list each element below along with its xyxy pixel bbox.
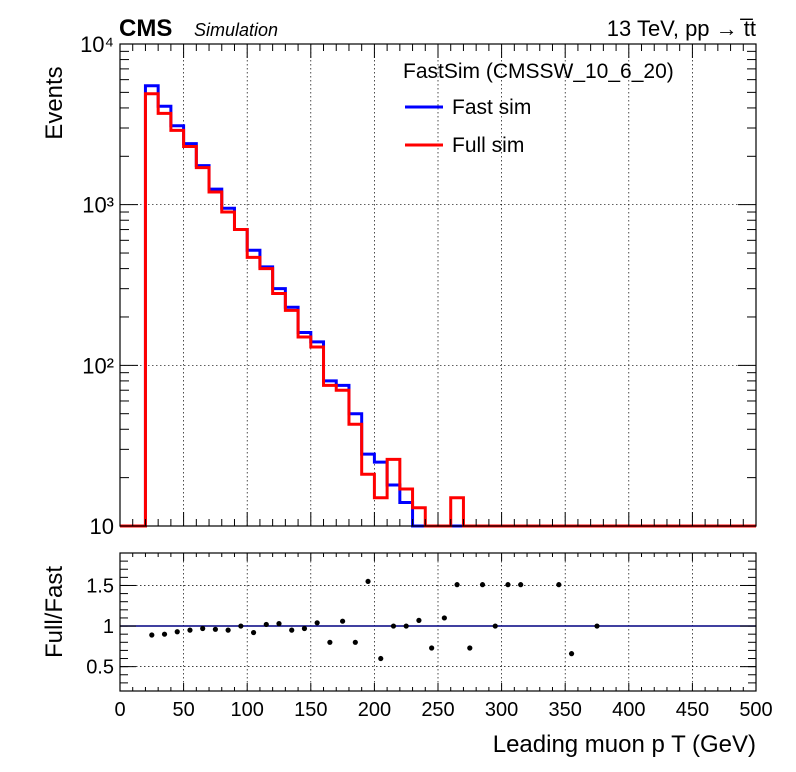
- y-tick-label: 10²: [82, 353, 114, 378]
- energy-process-label: 13 TeV, pp → t̅t: [607, 16, 756, 41]
- lower-ticks: [119, 553, 757, 691]
- x-tick-label: 400: [612, 699, 645, 721]
- ratio-point: [467, 645, 473, 651]
- ratio-point: [212, 626, 218, 632]
- ratio-point: [416, 617, 422, 623]
- x-tick-label: 300: [485, 699, 518, 721]
- legend-entry-fast-sim: Fast sim: [452, 96, 531, 119]
- y-tick-label: 10: [90, 514, 114, 539]
- histogram-full-sim: [120, 92, 756, 528]
- ratio-point: [505, 582, 511, 588]
- lower-panel: 0.5 1 1.5 0 50 100 150 200 250 300 350 400 450 500 F…: [41, 552, 773, 758]
- histograms: [120, 84, 756, 528]
- ratio-point: [429, 645, 435, 651]
- cms-label: CMS: [119, 15, 172, 42]
- ratio-point: [225, 627, 231, 633]
- x-tick-label: 100: [231, 699, 264, 721]
- ratio-point: [352, 639, 358, 645]
- legend-title: FastSim (CMSSW_10_6_20): [403, 60, 674, 83]
- ratio-point: [250, 629, 257, 636]
- ratio-point: [187, 627, 193, 633]
- ratio-point: [390, 623, 397, 629]
- ratio-point: [365, 578, 371, 585]
- ratio-point: [492, 623, 498, 629]
- x-tick-label: 450: [676, 699, 709, 721]
- lower-y-axis-label: Full/Fast: [41, 566, 68, 658]
- ratio-point: [200, 625, 206, 632]
- ratio-point: [161, 631, 168, 637]
- ratio-point: [340, 618, 346, 624]
- ratio-point: [454, 582, 460, 588]
- y-tick-label: 0.5: [86, 657, 114, 679]
- ratio-point: [149, 632, 155, 638]
- x-tick-label: 150: [294, 699, 327, 721]
- x-tick-label: 350: [549, 699, 582, 721]
- ratio-point: [276, 621, 282, 627]
- y-tick-label: 1: [103, 616, 114, 638]
- x-tick-label: 250: [421, 699, 454, 721]
- upper-ticks: [119, 43, 757, 527]
- ratio-point: [327, 639, 333, 645]
- x-tick-labels: 0 50 100 150 200 250 300 350 400 450 500: [114, 699, 772, 721]
- y-tick-label: 1.5: [86, 575, 114, 597]
- ratio-point: [238, 623, 244, 629]
- simulation-label: Simulation: [194, 20, 278, 40]
- upper-y-tick-labels: 10 10² 10³ 10⁴: [80, 32, 114, 539]
- x-tick-label: 200: [358, 699, 391, 721]
- ratio-point: [174, 629, 180, 635]
- upper-panel: 10 10² 10³ 10⁴ Events FastSim (CMSSW_10_6_2…: [41, 32, 757, 539]
- x-tick-label: 0: [114, 699, 125, 721]
- ratio-point: [378, 655, 384, 662]
- lower-y-tick-labels: 0.5 1 1.5: [86, 575, 114, 678]
- ratio-point: [568, 651, 575, 657]
- ratio-point: [263, 621, 269, 628]
- ratio-point: [314, 620, 320, 626]
- ratio-point: [289, 627, 295, 633]
- ratio-point: [403, 623, 409, 629]
- ratio-point: [556, 582, 562, 588]
- x-axis-label: Leading muon p T (GeV): [493, 731, 756, 758]
- upper-y-axis-label: Events: [41, 66, 68, 139]
- y-tick-label: 10³: [82, 193, 114, 218]
- histogram-fast-sim: [120, 84, 756, 528]
- legend: FastSim (CMSSW_10_6_20) Fast sim Full si…: [403, 60, 674, 157]
- ratio-point: [301, 625, 308, 632]
- legend-entry-full-sim: Full sim: [452, 134, 524, 157]
- x-tick-label: 500: [739, 699, 772, 721]
- lower-grid: [120, 553, 756, 691]
- x-tick-label: 50: [172, 699, 194, 721]
- ratio-points: [149, 578, 600, 662]
- ratio-point: [594, 623, 600, 629]
- ratio-point: [518, 582, 524, 588]
- y-tick-label: 10⁴: [80, 32, 114, 57]
- ratio-point: [441, 615, 447, 621]
- upper-grid: [120, 44, 756, 526]
- ratio-point: [479, 582, 486, 588]
